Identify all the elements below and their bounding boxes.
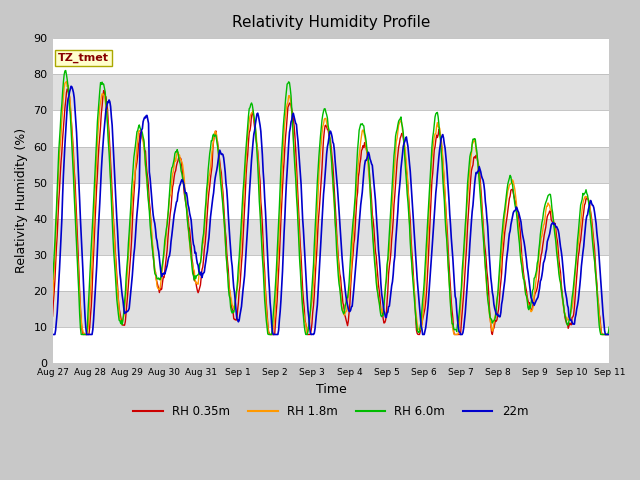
Legend: RH 0.35m, RH 1.8m, RH 6.0m, 22m: RH 0.35m, RH 1.8m, RH 6.0m, 22m [129, 400, 533, 422]
Text: TZ_tmet: TZ_tmet [58, 53, 109, 63]
Title: Relativity Humidity Profile: Relativity Humidity Profile [232, 15, 430, 30]
Y-axis label: Relativity Humidity (%): Relativity Humidity (%) [15, 128, 28, 273]
Bar [52, 183, 609, 219]
Bar [52, 327, 609, 363]
Bar [52, 38, 609, 74]
Bar [52, 291, 609, 327]
Bar [52, 219, 609, 255]
Bar [52, 110, 609, 146]
X-axis label: Time: Time [316, 383, 346, 396]
Bar [52, 146, 609, 183]
Bar [52, 255, 609, 291]
Bar [52, 74, 609, 110]
